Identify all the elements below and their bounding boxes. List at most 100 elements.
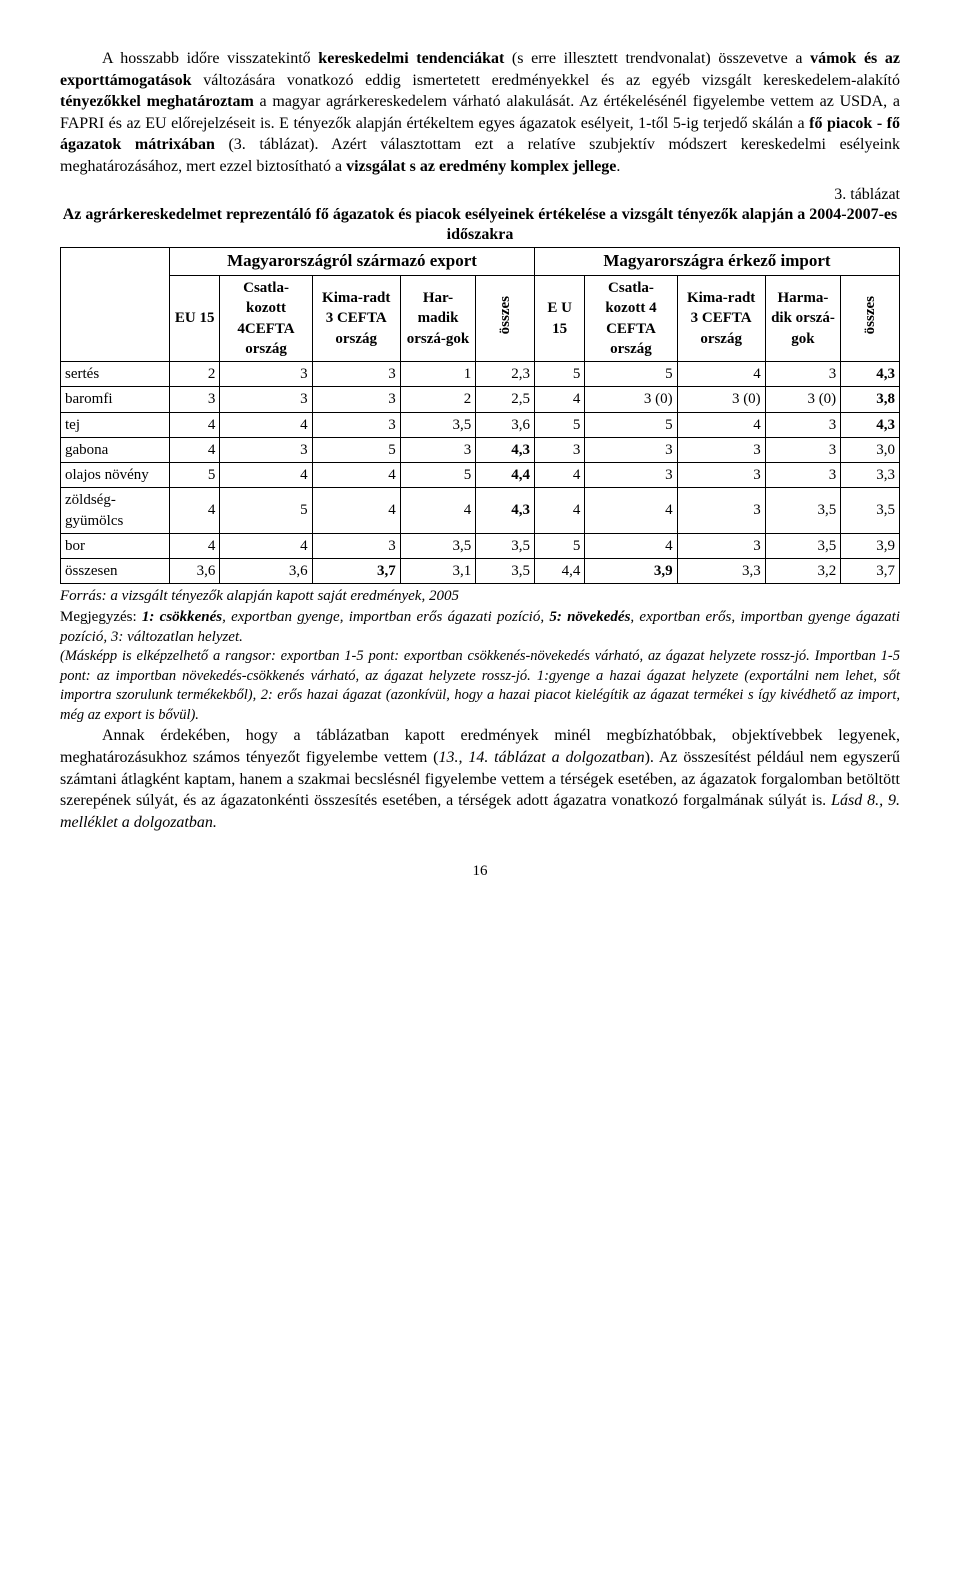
cell: 3,3: [677, 559, 765, 584]
cell: 3,5: [841, 488, 900, 534]
cell: 3: [677, 533, 765, 558]
cell: 3: [312, 412, 400, 437]
cell: 3: [170, 387, 220, 412]
cell: 5: [534, 412, 584, 437]
cell: 4,3: [841, 362, 900, 387]
cell: 3,6: [170, 559, 220, 584]
cell: 3,5: [765, 488, 841, 534]
table-row: összesen3,63,63,73,13,54,43,93,33,23,7: [61, 559, 900, 584]
cell: 4: [170, 437, 220, 462]
cell: 2: [400, 387, 476, 412]
table-row: baromfi33322,543 (0)3 (0)3 (0)3,8: [61, 387, 900, 412]
cell: 4: [534, 463, 584, 488]
row-label: zöldség-gyümölcs: [61, 488, 170, 534]
cell: 5: [534, 533, 584, 558]
cell: 4: [312, 463, 400, 488]
cell: 3,5: [400, 533, 476, 558]
cell: 5: [312, 437, 400, 462]
cell: 4,4: [534, 559, 584, 584]
cell: 5: [585, 362, 677, 387]
cell: 4: [677, 412, 765, 437]
table-row: bor4433,53,55433,53,9: [61, 533, 900, 558]
cell: 5: [585, 412, 677, 437]
cell: 3: [677, 488, 765, 534]
cell: 3,6: [220, 559, 312, 584]
cell: 3,5: [400, 412, 476, 437]
cell: 3,2: [765, 559, 841, 584]
cell: 3,7: [841, 559, 900, 584]
cell: 2: [170, 362, 220, 387]
cell: 4,4: [476, 463, 535, 488]
intro-paragraph: A hosszabb időre visszatekintő kereskede…: [60, 48, 900, 178]
cell: 3: [677, 463, 765, 488]
cell: 3: [220, 437, 312, 462]
cell: 5: [220, 488, 312, 534]
table-caption: 3. táblázat: [60, 184, 900, 206]
row-label: bor: [61, 533, 170, 558]
cell: 3,6: [476, 412, 535, 437]
cell: 4,3: [476, 437, 535, 462]
cell: 4: [534, 488, 584, 534]
ratings-table: Magyarországról származó export Magyaror…: [60, 247, 900, 584]
import-header: Magyarországra érkező import: [534, 248, 899, 276]
cell: 3,1: [400, 559, 476, 584]
col-harm-export: Har-madik orszá-gok: [400, 276, 476, 362]
cell: 3,5: [476, 559, 535, 584]
cell: 3: [585, 437, 677, 462]
table-row: gabona43534,333333,0: [61, 437, 900, 462]
table-title: Az agrárkereskedelmet reprezentáló fő ág…: [60, 205, 900, 245]
cell: 2,5: [476, 387, 535, 412]
row-label: olajos növény: [61, 463, 170, 488]
cell: 4: [170, 412, 220, 437]
cell: 3 (0): [765, 387, 841, 412]
col-eu15-import: E U 15: [534, 276, 584, 362]
closing-paragraph: Annak érdekében, hogy a táblázatban kapo…: [60, 725, 900, 833]
page-number: 16: [60, 861, 900, 881]
col-osszes-export: összes: [476, 276, 535, 362]
cell: 3: [312, 533, 400, 558]
cell: 5: [534, 362, 584, 387]
cell: 4,3: [841, 412, 900, 437]
cell: 3,8: [841, 387, 900, 412]
cell: 4: [220, 412, 312, 437]
cell: 5: [400, 463, 476, 488]
cell: 4: [585, 533, 677, 558]
col-kima3-import: Kima-radt 3 CEFTA ország: [677, 276, 765, 362]
row-label: baromfi: [61, 387, 170, 412]
cell: 4: [170, 533, 220, 558]
cell: 4: [312, 488, 400, 534]
cell: 3: [220, 362, 312, 387]
cell: 3: [585, 463, 677, 488]
col-csat4-export: Csatla-kozott 4CEFTA ország: [220, 276, 312, 362]
cell: 3: [400, 437, 476, 462]
cell: 4: [220, 463, 312, 488]
cell: 4: [677, 362, 765, 387]
cell: 4: [170, 488, 220, 534]
row-label: összesen: [61, 559, 170, 584]
table-row: zöldség-gyümölcs45444,34433,53,5: [61, 488, 900, 534]
cell: 3,3: [841, 463, 900, 488]
col-osszes-import: összes: [841, 276, 900, 362]
row-label: tej: [61, 412, 170, 437]
export-header: Magyarországról származó export: [170, 248, 535, 276]
cell: 3,5: [765, 533, 841, 558]
cell: 3: [765, 362, 841, 387]
cell: 3 (0): [585, 387, 677, 412]
cell: 4: [585, 488, 677, 534]
row-header-blank: [61, 248, 170, 362]
cell: 4: [534, 387, 584, 412]
table-note-1: Megjegyzés: 1: csökkenés, exportban gyen…: [60, 607, 900, 648]
cell: 1: [400, 362, 476, 387]
cell: 5: [170, 463, 220, 488]
col-kima3-export: Kima-radt 3 CEFTA ország: [312, 276, 400, 362]
cell: 3: [312, 387, 400, 412]
col-eu15-export: EU 15: [170, 276, 220, 362]
col-csat4-import: Csatla-kozott 4 CEFTA ország: [585, 276, 677, 362]
cell: 3: [765, 463, 841, 488]
table-note-2: (Másképp is elképzelhető a rangsor: expo…: [60, 647, 900, 725]
table-row: tej4433,53,655434,3: [61, 412, 900, 437]
cell: 3,0: [841, 437, 900, 462]
cell: 3,5: [476, 533, 535, 558]
row-label: gabona: [61, 437, 170, 462]
cell: 3: [765, 437, 841, 462]
